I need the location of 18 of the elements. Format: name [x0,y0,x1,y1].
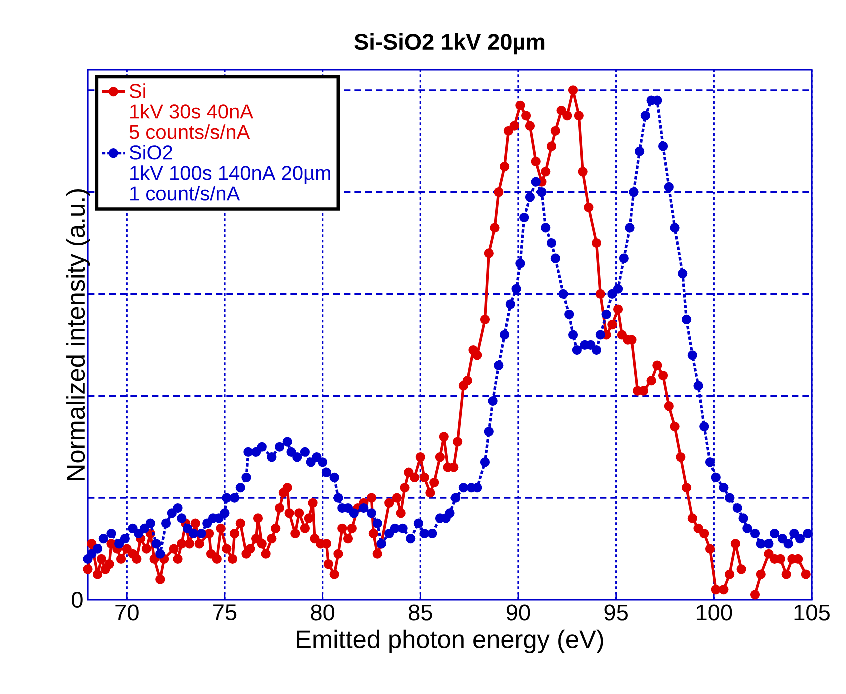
y-axis-title: Normalized intensity (a.u.) [66,190,90,480]
legend-label: Si [130,84,146,98]
x-tick-label: 90 [506,604,530,621]
x-tick-label: 105 [794,604,830,621]
x-tick-label: 85 [409,604,432,621]
x-tick-label: 80 [311,604,335,621]
text: 0 [72,592,83,608]
x-tick-label: 100 [696,604,732,621]
annotation: 5 counts/s/nA [130,124,250,140]
x-tick-label: 75 [214,604,237,621]
annotation: 1 count/s/nA [130,186,240,201]
x-tick-label: 95 [604,604,628,621]
legend-label: SiO2 [130,145,172,160]
x-tick-label: 70 [116,604,139,621]
annotation: 1kV 30s 40nA [130,104,254,119]
x-axis-title: Emitted photon energy (eV) [297,630,604,654]
annotation: 1kV 100s 140nA 20µm [130,166,330,184]
chart-title: Si-SiO2 1kV 20µm [354,33,545,55]
